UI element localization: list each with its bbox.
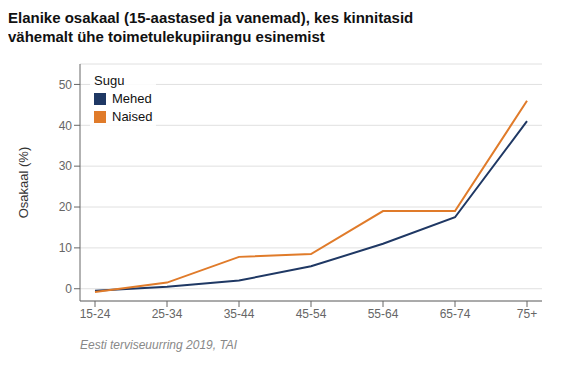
html-text:Mehed: Mehed bbox=[112, 91, 152, 106]
svg-text:50: 50 bbox=[59, 78, 73, 92]
svg-text:0: 0 bbox=[65, 282, 72, 296]
svg-text:30: 30 bbox=[59, 159, 73, 173]
svg-text:45-54: 45-54 bbox=[296, 307, 327, 321]
svg-text:20: 20 bbox=[59, 200, 73, 214]
svg-text:75+: 75+ bbox=[517, 307, 537, 321]
svg-text:25-34: 25-34 bbox=[152, 307, 183, 321]
svg-text:35-44: 35-44 bbox=[224, 307, 255, 321]
svg-text:10: 10 bbox=[59, 241, 73, 255]
svg-text:Osakaal (%): Osakaal (%) bbox=[16, 147, 31, 219]
html-text:Naised: Naised bbox=[112, 109, 153, 124]
html-text:Eesti terviseuurring 2019, TAI: Eesti terviseuurring 2019, TAI bbox=[80, 338, 238, 352]
html-text:Elanike osakaal (15-aastased j: Elanike osakaal (15-aastased ja vanemad)… bbox=[8, 9, 414, 45]
svg-text:40: 40 bbox=[59, 119, 73, 133]
svg-text:65-74: 65-74 bbox=[440, 307, 471, 321]
svg-text:15-24: 15-24 bbox=[80, 307, 111, 321]
svg-text:55-64: 55-64 bbox=[368, 307, 399, 321]
html-text:Sugu: Sugu bbox=[94, 73, 125, 88]
